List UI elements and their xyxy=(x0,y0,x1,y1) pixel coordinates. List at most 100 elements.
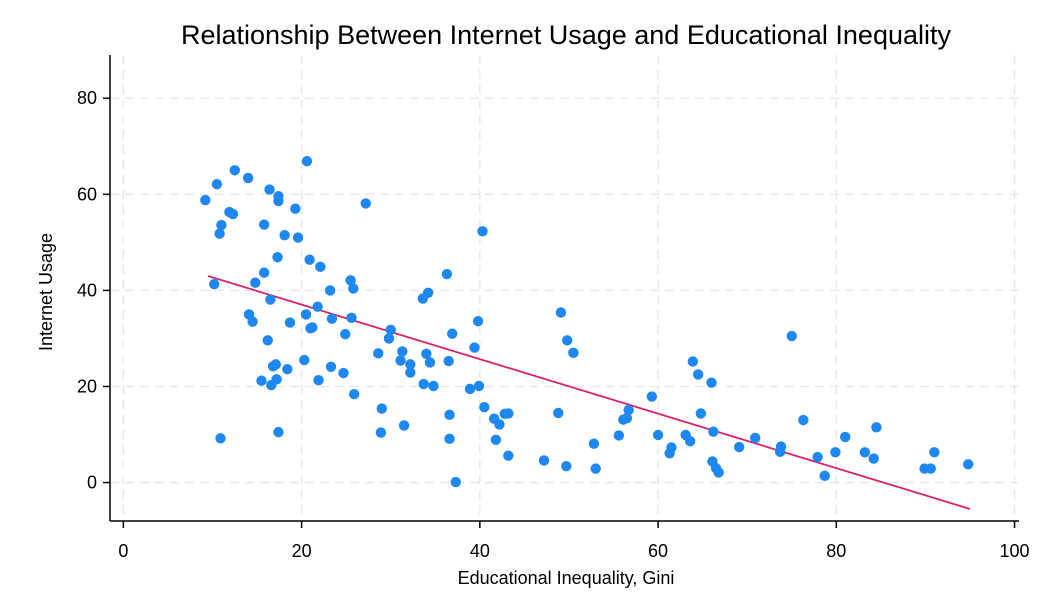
data-point xyxy=(477,226,488,237)
data-point xyxy=(315,261,326,273)
data-point xyxy=(326,313,338,324)
x-axis-label: Educational Inequality, Gini xyxy=(458,568,675,588)
data-point xyxy=(443,355,454,367)
data-point xyxy=(447,328,458,339)
points-layer xyxy=(200,155,974,488)
data-point xyxy=(345,275,356,286)
x-tick-label: 20 xyxy=(292,541,312,561)
data-point xyxy=(666,442,677,453)
data-point xyxy=(464,383,476,395)
data-point xyxy=(652,429,664,441)
data-point xyxy=(383,333,395,344)
data-point xyxy=(258,267,270,278)
data-point xyxy=(444,433,455,445)
data-point xyxy=(395,355,406,366)
x-tick-label: 0 xyxy=(118,541,128,561)
data-point xyxy=(385,324,396,335)
data-point xyxy=(553,407,564,419)
data-point xyxy=(798,414,809,426)
data-point xyxy=(469,342,480,353)
y-tick-label: 40 xyxy=(77,280,97,300)
data-point xyxy=(621,412,633,424)
data-point xyxy=(290,203,301,214)
data-point xyxy=(307,322,318,333)
data-point xyxy=(695,408,707,419)
y-tick-label: 60 xyxy=(77,184,97,204)
data-point xyxy=(262,335,273,346)
data-point xyxy=(925,463,936,474)
x-tick-label: 80 xyxy=(826,541,846,561)
data-point xyxy=(708,426,719,437)
data-point xyxy=(272,252,283,263)
data-point xyxy=(733,441,745,453)
data-point xyxy=(750,432,761,444)
data-point xyxy=(279,229,290,241)
data-point xyxy=(405,359,416,370)
data-point xyxy=(418,378,429,390)
data-point xyxy=(214,228,225,239)
data-point xyxy=(271,374,282,385)
data-point xyxy=(242,172,254,184)
data-point xyxy=(373,348,384,359)
data-point xyxy=(568,347,579,359)
data-point xyxy=(346,312,357,323)
data-point xyxy=(590,463,601,474)
data-point xyxy=(209,278,220,290)
data-point xyxy=(687,356,699,367)
data-point xyxy=(284,317,296,328)
data-point xyxy=(216,219,227,231)
data-point xyxy=(376,403,388,414)
data-point xyxy=(313,375,324,386)
data-point xyxy=(561,461,572,472)
data-point xyxy=(812,451,823,463)
x-tick-label: 60 xyxy=(648,541,668,561)
data-point xyxy=(441,268,453,280)
data-point xyxy=(325,361,337,372)
data-point xyxy=(324,285,336,296)
data-point xyxy=(472,315,484,327)
data-point xyxy=(301,155,313,167)
data-point xyxy=(300,309,312,320)
data-point xyxy=(450,476,461,488)
axes: 0 20 40 60 80 100 0 20 40 60 80 xyxy=(77,55,1030,561)
data-point xyxy=(775,441,787,452)
data-point xyxy=(588,438,600,449)
data-point xyxy=(684,436,696,447)
data-point xyxy=(273,195,284,207)
data-point xyxy=(338,367,349,379)
data-point xyxy=(646,391,658,402)
data-point xyxy=(428,380,439,392)
data-point xyxy=(340,328,351,340)
grid xyxy=(110,55,1019,521)
data-point xyxy=(215,433,226,444)
data-point xyxy=(444,409,455,421)
data-point xyxy=(963,459,974,470)
data-point xyxy=(397,346,408,357)
data-point xyxy=(360,198,371,209)
y-tick-label: 20 xyxy=(77,376,97,396)
data-point xyxy=(613,430,625,441)
data-point xyxy=(229,165,240,176)
data-point xyxy=(473,380,485,392)
data-point xyxy=(250,277,261,288)
data-point xyxy=(830,447,841,458)
data-point xyxy=(706,377,717,388)
data-point xyxy=(713,467,724,478)
data-point xyxy=(868,453,879,464)
fit-line xyxy=(207,275,971,510)
y-tick-label: 80 xyxy=(77,88,97,108)
data-point xyxy=(422,287,434,299)
data-point xyxy=(299,354,310,366)
data-point xyxy=(398,420,410,431)
chart-title: Relationship Between Internet Usage and … xyxy=(181,20,952,50)
data-point xyxy=(503,450,514,461)
data-point xyxy=(258,219,270,230)
data-point xyxy=(538,455,550,466)
x-tick-label: 40 xyxy=(470,541,490,561)
data-point xyxy=(200,194,211,206)
data-point xyxy=(273,426,284,438)
data-point xyxy=(270,359,281,370)
data-point xyxy=(424,357,436,368)
data-point xyxy=(871,422,882,433)
data-point xyxy=(265,294,276,305)
